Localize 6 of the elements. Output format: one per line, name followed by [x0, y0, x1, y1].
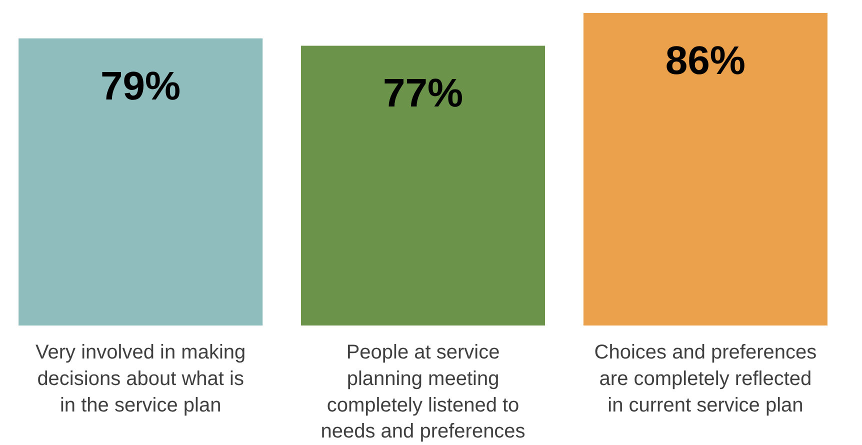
- data-label: 79%: [100, 64, 181, 108]
- data-label: 77%: [383, 72, 464, 116]
- data-label: 86%: [665, 39, 746, 83]
- x-tick-label: Very involved in making decisions about what is in the service plan: [36, 342, 246, 416]
- x-tick-label: Choices and preferences are completely reflected in current service plan: [594, 342, 817, 416]
- x-tick-label: People at service planning meeting completely listened to needs and preferences: [320, 342, 526, 443]
